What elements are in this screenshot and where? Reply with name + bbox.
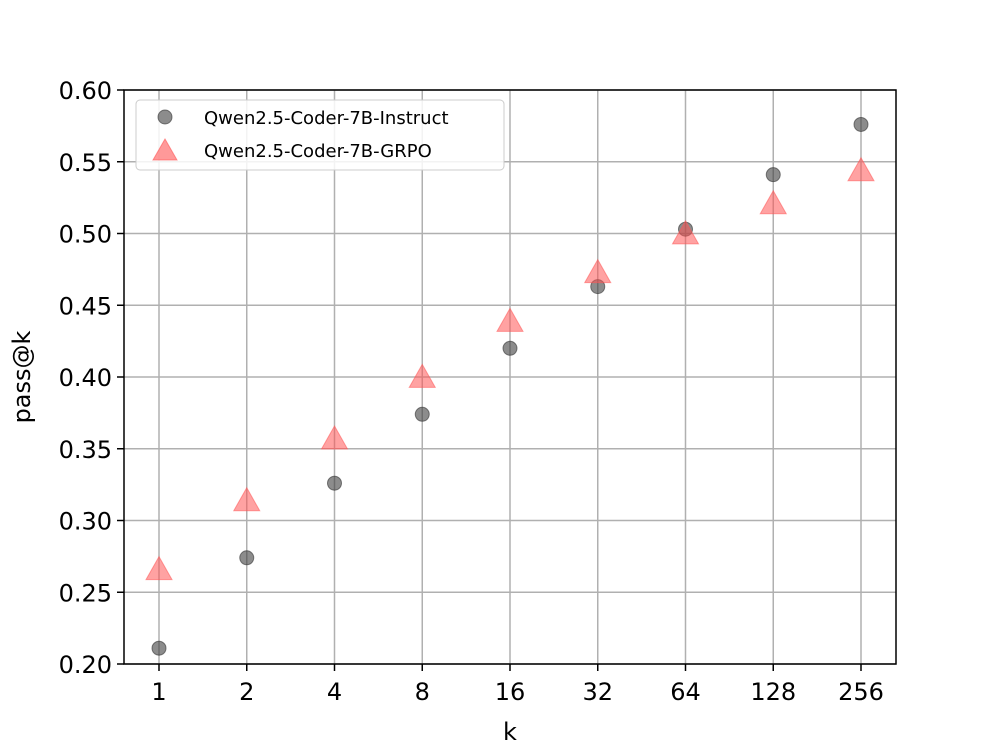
- x-tick-label: 16: [495, 678, 526, 706]
- point-grpo: [583, 258, 612, 284]
- x-tick-label: 256: [838, 678, 884, 706]
- legend-label-instruct: Qwen2.5-Coder-7B-Instruct: [204, 108, 449, 129]
- point-grpo: [671, 219, 700, 245]
- x-tick-label: 2: [239, 678, 254, 706]
- legend-marker-instruct: [157, 109, 173, 125]
- y-tick-label: 0.35: [59, 436, 112, 464]
- y-axis-label: pass@k: [8, 330, 36, 423]
- x-tick-label: 4: [327, 678, 342, 706]
- legend-marker-grpo: [152, 137, 178, 161]
- x-tick-label: 64: [670, 678, 701, 706]
- y-tick-label: 0.25: [59, 579, 112, 607]
- x-tick-label: 128: [750, 678, 796, 706]
- y-tick-label: 0.50: [59, 221, 112, 249]
- point-grpo: [320, 425, 349, 450]
- ticks: 1 2 4 8 16 32 64 128 256 0.20 0.25 0.30 0.35 0.40 0.45…: [59, 77, 884, 706]
- point-instruct: [151, 640, 167, 656]
- y-tick-label: 0.40: [59, 364, 112, 392]
- legend-label-grpo: Qwen2.5-Coder-7B-GRPO: [204, 141, 432, 162]
- x-tick-label: 1: [151, 678, 166, 706]
- x-tick-label: 32: [582, 678, 613, 706]
- point-instruct: [327, 475, 342, 491]
- x-axis-label: k: [503, 718, 517, 746]
- y-tick-label: 0.55: [59, 149, 112, 177]
- point-instruct: [853, 116, 869, 132]
- point-grpo: [759, 189, 788, 215]
- data-points: [145, 116, 875, 656]
- y-tick-label: 0.20: [59, 651, 112, 679]
- point-grpo: [232, 486, 261, 512]
- point-instruct: [414, 406, 430, 422]
- point-grpo: [145, 555, 173, 581]
- y-tick-label: 0.30: [59, 508, 112, 536]
- y-tick-label: 0.45: [59, 292, 112, 320]
- point-instruct: [239, 550, 255, 566]
- plot-frame: [123, 89, 897, 665]
- point-grpo: [408, 363, 437, 388]
- point-instruct: [502, 340, 518, 356]
- y-tick-label: 0.60: [59, 77, 112, 105]
- x-tick-label: 8: [415, 678, 430, 706]
- legend: Qwen2.5-Coder-7B-Instruct Qwen2.5-Coder-…: [135, 99, 505, 171]
- legend-box: [135, 99, 505, 171]
- point-grpo: [847, 156, 875, 182]
- point-grpo: [496, 307, 524, 332]
- point-instruct: [765, 167, 781, 183]
